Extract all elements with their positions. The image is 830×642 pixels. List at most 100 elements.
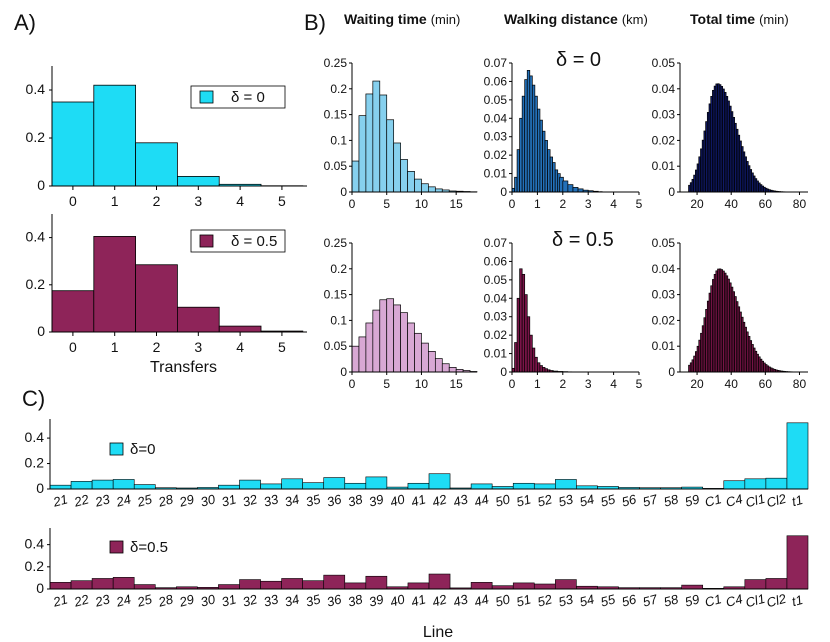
x-tick-label: 1 <box>111 193 119 209</box>
bar <box>428 473 451 490</box>
bar <box>514 342 518 373</box>
y-tick-label: 0 <box>37 177 45 193</box>
x-tick-label: 22 <box>72 491 92 510</box>
y-tick-label: 0.2 <box>26 129 46 145</box>
chart-waiting_d05: 0 5 10 15 0 0.05 0.1 0.15 0.2 0.25 <box>324 236 478 391</box>
y-tick-label: 0 <box>36 480 44 496</box>
delta-label-top: δ = 0 <box>556 49 601 71</box>
x-tick-label: 38 <box>346 491 365 509</box>
x-tick-label: 38 <box>346 591 365 609</box>
bar <box>358 336 367 373</box>
y-tick-label: 0.07 <box>484 56 508 70</box>
y-tick-label: 0.02 <box>484 148 508 162</box>
x-tick-label: 3 <box>585 377 592 391</box>
x-tick-label: C1 <box>703 591 723 610</box>
bar <box>400 159 408 193</box>
x-tick-label: 4 <box>610 197 617 211</box>
bar <box>441 363 450 373</box>
bar <box>531 84 536 193</box>
legend-swatch <box>199 234 214 248</box>
bar <box>91 479 114 490</box>
bar <box>407 582 430 590</box>
bar <box>434 358 443 373</box>
bar <box>414 178 422 193</box>
x-tick-label: 33 <box>262 491 281 509</box>
x-tick-label: 52 <box>536 591 555 609</box>
legend-box <box>190 85 286 109</box>
legend: δ = 0 <box>190 85 286 109</box>
bar <box>526 316 531 373</box>
y-tick-label: 0.02 <box>652 313 676 327</box>
bar <box>421 342 429 373</box>
x-tick-label: Cl1 <box>744 491 767 511</box>
bar <box>70 481 93 490</box>
bar <box>133 484 156 490</box>
bar <box>534 95 538 193</box>
x-tick-label: 43 <box>452 591 471 609</box>
x-tick-label: 0 <box>349 377 356 391</box>
x-tick-label: 43 <box>452 491 471 509</box>
bar <box>531 347 536 373</box>
x-tick-label: 80 <box>793 377 807 391</box>
bar <box>539 119 543 193</box>
bar <box>323 477 346 490</box>
chart-transfers_d0: 0 1 2 3 4 5 0 0.2 0.4 δ = 0 <box>26 66 307 209</box>
bar <box>516 297 520 373</box>
x-tick-label: 29 <box>177 591 196 609</box>
bar <box>539 365 543 373</box>
x-tick-label: 28 <box>156 491 176 510</box>
bar <box>393 304 401 373</box>
x-tick-label: 50 <box>494 591 513 609</box>
x-tick-label: 36 <box>325 491 344 509</box>
x-tick-label: 40 <box>388 591 407 609</box>
bar <box>533 583 556 590</box>
x-tick-label: 53 <box>557 491 576 509</box>
bar <box>365 476 388 490</box>
bar <box>407 482 430 490</box>
delta-label-bottom: δ = 0.5 <box>552 229 614 251</box>
y-tick-label: 0.06 <box>484 74 508 88</box>
bar <box>302 482 325 490</box>
bar <box>260 483 282 490</box>
x-tick-label: 24 <box>114 491 133 509</box>
bar <box>470 483 493 490</box>
bar <box>786 422 809 490</box>
x-tick-label: 40 <box>725 197 739 211</box>
x-tick-label: 35 <box>304 591 323 609</box>
bar <box>133 584 156 590</box>
x-tick-label: 44 <box>473 491 491 509</box>
y-tick-label: 0.01 <box>652 339 676 353</box>
bar <box>572 187 579 193</box>
heading-total-bold: Total time <box>690 11 755 27</box>
chart-total_d05: 20 40 60 80 0 0.01 0.02 0.03 0.04 0.05 <box>652 236 808 391</box>
bar <box>218 484 240 490</box>
y-tick-label: 0.03 <box>652 108 676 122</box>
x-tick-label: 20 <box>690 377 704 391</box>
bar <box>529 75 533 193</box>
bar <box>393 142 401 193</box>
x-tick-label: 25 <box>135 591 155 610</box>
x-tick-label: 32 <box>241 491 260 509</box>
y-tick-label: 0.2 <box>330 262 347 276</box>
y-tick-label: 0.02 <box>652 133 676 147</box>
x-tick-label: 40 <box>725 377 739 391</box>
bar <box>552 162 556 193</box>
x-tick-label: 25 <box>135 491 155 510</box>
bar <box>177 306 220 333</box>
x-tick-label: 31 <box>220 591 238 609</box>
x-tick-label: 4 <box>236 193 244 209</box>
bar <box>49 582 72 590</box>
x-tick-label: 10 <box>415 197 429 211</box>
x-axis-label: Transfers <box>150 359 217 376</box>
bar <box>516 149 520 193</box>
y-tick-label: 0.05 <box>324 339 348 353</box>
y-tick-label: 0.06 <box>484 254 508 268</box>
x-axis-label: Line <box>423 624 453 641</box>
chart-walking_d0: 0 1 2 3 4 5 0 0.01 0.02 0.03 0.04 0.05 0.06 0.07 <box>484 56 643 211</box>
bar <box>379 94 388 193</box>
x-tick-label: t1 <box>790 592 804 609</box>
legend-label: δ=0 <box>130 441 155 458</box>
bar <box>567 184 574 193</box>
legend: δ=0 <box>109 441 155 458</box>
bar <box>681 584 704 590</box>
